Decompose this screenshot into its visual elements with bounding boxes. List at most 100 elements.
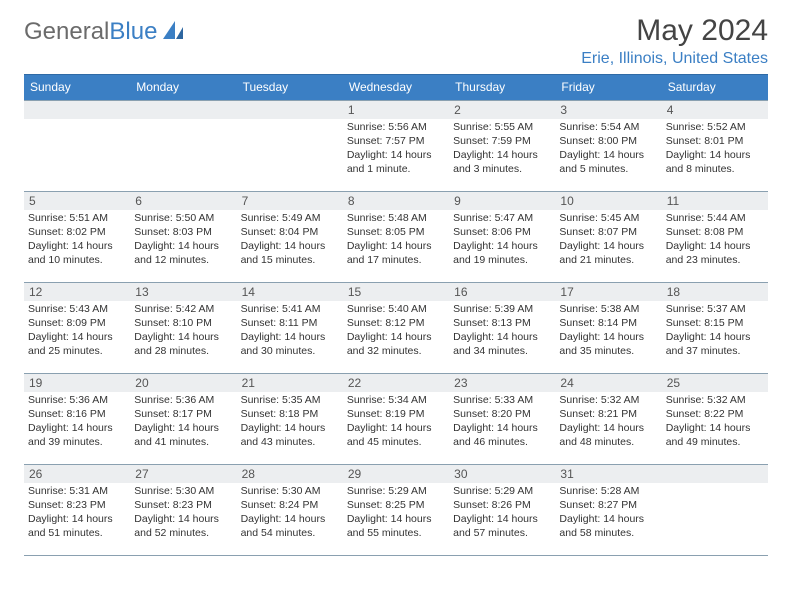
day-line: Sunset: 8:27 PM [559,499,658,513]
day-cell: 10Sunrise: 5:45 AMSunset: 8:07 PMDayligh… [555,192,661,282]
dow-thursday: Thursday [449,75,555,100]
day-line: and 52 minutes. [134,527,233,541]
day-line: Sunrise: 5:44 AM [666,212,765,226]
day-cell: 4Sunrise: 5:52 AMSunset: 8:01 PMDaylight… [662,101,768,191]
day-number: 1 [343,101,449,119]
day-line: Sunset: 8:21 PM [559,408,658,422]
day-body: Sunrise: 5:30 AMSunset: 8:23 PMDaylight:… [130,483,236,544]
day-line: Sunset: 8:11 PM [241,317,340,331]
day-line: Daylight: 14 hours [559,513,658,527]
day-cell: 27Sunrise: 5:30 AMSunset: 8:23 PMDayligh… [130,465,236,555]
day-body: Sunrise: 5:36 AMSunset: 8:17 PMDaylight:… [130,392,236,453]
day-line: Daylight: 14 hours [134,240,233,254]
day-body: Sunrise: 5:49 AMSunset: 8:04 PMDaylight:… [237,210,343,271]
logo-text: GeneralBlue [24,18,157,46]
day-line: Sunset: 8:02 PM [28,226,127,240]
day-line: Daylight: 14 hours [453,422,552,436]
day-line: Sunrise: 5:47 AM [453,212,552,226]
day-cell [130,101,236,191]
day-cell: 31Sunrise: 5:28 AMSunset: 8:27 PMDayligh… [555,465,661,555]
weeks-container: 1Sunrise: 5:56 AMSunset: 7:57 PMDaylight… [24,100,768,556]
day-line: Sunset: 8:17 PM [134,408,233,422]
day-cell: 13Sunrise: 5:42 AMSunset: 8:10 PMDayligh… [130,283,236,373]
day-cell [24,101,130,191]
day-number: 28 [237,465,343,483]
day-line: and 54 minutes. [241,527,340,541]
day-line: Sunset: 8:04 PM [241,226,340,240]
day-body: Sunrise: 5:32 AMSunset: 8:22 PMDaylight:… [662,392,768,453]
sail-icon [161,19,185,46]
day-line: Daylight: 14 hours [134,513,233,527]
day-number: 13 [130,283,236,301]
day-body: Sunrise: 5:30 AMSunset: 8:24 PMDaylight:… [237,483,343,544]
day-body: Sunrise: 5:42 AMSunset: 8:10 PMDaylight:… [130,301,236,362]
day-line: and 1 minute. [347,163,446,177]
day-body: Sunrise: 5:44 AMSunset: 8:08 PMDaylight:… [662,210,768,271]
day-line: Sunrise: 5:30 AM [241,485,340,499]
day-number: 15 [343,283,449,301]
day-cell: 17Sunrise: 5:38 AMSunset: 8:14 PMDayligh… [555,283,661,373]
day-line: Sunrise: 5:54 AM [559,121,658,135]
day-number: 18 [662,283,768,301]
day-line: Daylight: 14 hours [666,331,765,345]
dow-wednesday: Wednesday [343,75,449,100]
day-number: 3 [555,101,661,119]
day-body: Sunrise: 5:33 AMSunset: 8:20 PMDaylight:… [449,392,555,453]
day-line: Sunset: 8:23 PM [28,499,127,513]
day-line: Daylight: 14 hours [241,422,340,436]
dow-monday: Monday [130,75,236,100]
day-body [24,119,130,125]
day-line: Sunrise: 5:41 AM [241,303,340,317]
day-body [662,483,768,489]
day-body: Sunrise: 5:56 AMSunset: 7:57 PMDaylight:… [343,119,449,180]
day-line: Sunrise: 5:45 AM [559,212,658,226]
day-number: 26 [24,465,130,483]
day-cell: 2Sunrise: 5:55 AMSunset: 7:59 PMDaylight… [449,101,555,191]
day-body: Sunrise: 5:35 AMSunset: 8:18 PMDaylight:… [237,392,343,453]
day-cell: 14Sunrise: 5:41 AMSunset: 8:11 PMDayligh… [237,283,343,373]
day-cell: 22Sunrise: 5:34 AMSunset: 8:19 PMDayligh… [343,374,449,464]
day-line: Sunrise: 5:29 AM [453,485,552,499]
page: GeneralBlue May 2024 Erie, Illinois, Uni… [0,0,792,570]
day-body: Sunrise: 5:41 AMSunset: 8:11 PMDaylight:… [237,301,343,362]
day-line: and 12 minutes. [134,254,233,268]
day-cell: 24Sunrise: 5:32 AMSunset: 8:21 PMDayligh… [555,374,661,464]
day-line: and 3 minutes. [453,163,552,177]
day-line: Sunrise: 5:55 AM [453,121,552,135]
day-line: and 32 minutes. [347,345,446,359]
day-line: Sunset: 8:14 PM [559,317,658,331]
day-line: and 49 minutes. [666,436,765,450]
day-body: Sunrise: 5:43 AMSunset: 8:09 PMDaylight:… [24,301,130,362]
dow-row: Sunday Monday Tuesday Wednesday Thursday… [24,74,768,100]
day-number: 16 [449,283,555,301]
day-line: Sunset: 8:19 PM [347,408,446,422]
day-line: Sunrise: 5:50 AM [134,212,233,226]
day-line: Daylight: 14 hours [134,331,233,345]
day-line: Sunset: 8:25 PM [347,499,446,513]
day-body: Sunrise: 5:48 AMSunset: 8:05 PMDaylight:… [343,210,449,271]
day-line: Sunset: 8:16 PM [28,408,127,422]
day-line: and 19 minutes. [453,254,552,268]
day-line: Sunset: 8:24 PM [241,499,340,513]
header: GeneralBlue May 2024 Erie, Illinois, Uni… [24,14,768,68]
day-line: Daylight: 14 hours [28,513,127,527]
week-row: 26Sunrise: 5:31 AMSunset: 8:23 PMDayligh… [24,464,768,556]
day-line: Daylight: 14 hours [28,240,127,254]
day-cell: 5Sunrise: 5:51 AMSunset: 8:02 PMDaylight… [24,192,130,282]
day-body: Sunrise: 5:34 AMSunset: 8:19 PMDaylight:… [343,392,449,453]
day-line: Sunset: 8:10 PM [134,317,233,331]
day-line: Sunset: 8:12 PM [347,317,446,331]
day-cell [662,465,768,555]
day-line: and 58 minutes. [559,527,658,541]
day-number: 14 [237,283,343,301]
day-body: Sunrise: 5:29 AMSunset: 8:26 PMDaylight:… [449,483,555,544]
location: Erie, Illinois, United States [581,50,768,68]
day-line: Daylight: 14 hours [347,331,446,345]
day-body: Sunrise: 5:54 AMSunset: 8:00 PMDaylight:… [555,119,661,180]
day-line: Daylight: 14 hours [559,331,658,345]
day-line: and 48 minutes. [559,436,658,450]
day-line: and 5 minutes. [559,163,658,177]
day-cell: 9Sunrise: 5:47 AMSunset: 8:06 PMDaylight… [449,192,555,282]
day-number: 27 [130,465,236,483]
day-line: and 17 minutes. [347,254,446,268]
